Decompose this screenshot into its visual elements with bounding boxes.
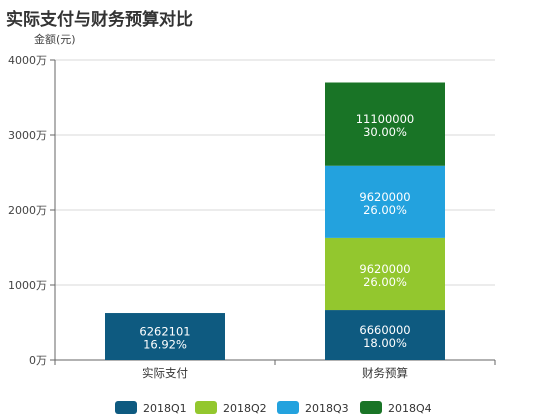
bar-segment[interactable] [325, 237, 445, 311]
bar-value-label: 11100000 [356, 112, 415, 126]
x-tick-label: 实际支付 [142, 366, 188, 380]
legend: 2018Q1 2018Q2 2018Q3 2018Q4 [115, 401, 432, 415]
bar-value-label: 9620000 [359, 190, 410, 204]
y-axis-title: 金额(元) [34, 32, 76, 46]
legend-label: 2018Q3 [305, 402, 349, 415]
legend-swatch [277, 401, 299, 414]
legend-label: 2018Q1 [143, 402, 187, 415]
bar-value-label: 9620000 [359, 262, 410, 276]
bar-segment[interactable] [325, 82, 445, 166]
legend-item[interactable]: 2018Q4 [360, 401, 432, 415]
legend-label: 2018Q2 [223, 402, 267, 415]
legend-swatch [195, 401, 217, 414]
bar-percent-label: 26.00% [363, 275, 407, 289]
bar-value-label: 6262101 [139, 325, 190, 339]
legend-item[interactable]: 2018Q3 [277, 401, 349, 415]
y-axis: 金额(元) 0万 1000万 2000万 3000万 4000万 [8, 32, 76, 367]
legend-item[interactable]: 2018Q1 [115, 401, 187, 415]
bar-value-label: 6660000 [359, 323, 410, 337]
bar-percent-label: 30.00% [363, 125, 407, 139]
x-axis: 实际支付 财务预算 [54, 359, 496, 380]
bar-segment[interactable] [325, 310, 445, 360]
bar-segment[interactable] [325, 165, 445, 238]
bar-percent-label: 26.00% [363, 203, 407, 217]
y-tick-label: 4000万 [8, 54, 47, 67]
legend-item[interactable]: 2018Q2 [195, 401, 267, 415]
y-tick-label: 1000万 [8, 279, 47, 292]
bar-percent-label: 16.92% [143, 338, 187, 352]
bars: 626210116.92%666000018.00%962000026.00%9… [105, 82, 445, 360]
bar-segment[interactable] [105, 313, 225, 360]
legend-swatch [115, 401, 137, 414]
bar-percent-label: 18.00% [363, 336, 407, 350]
legend-label: 2018Q4 [388, 402, 432, 415]
legend-swatch [360, 401, 382, 414]
y-tick-label: 3000万 [8, 129, 47, 142]
chart-title: 实际支付与财务预算对比 [6, 10, 193, 30]
x-tick-label: 财务预算 [362, 366, 408, 380]
y-tick-label: 0万 [29, 354, 47, 367]
y-tick-label: 2000万 [8, 204, 47, 217]
